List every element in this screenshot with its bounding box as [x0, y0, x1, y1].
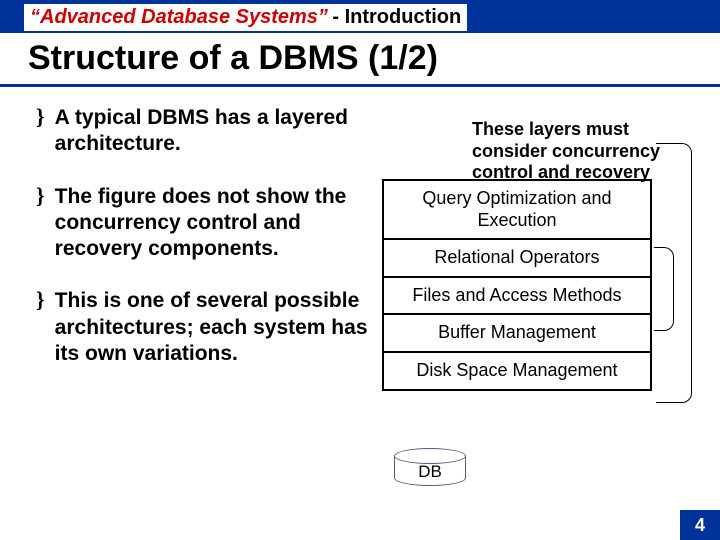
- list-item: } The figure does not show the concurren…: [36, 184, 370, 263]
- content-area: } A typical DBMS has a layered architect…: [0, 87, 720, 393]
- bullet-icon: }: [36, 184, 45, 263]
- db-label: DB: [394, 462, 466, 482]
- annotation-text: These layers must consider concurrency c…: [472, 119, 700, 184]
- list-item: } This is one of several possible archit…: [36, 288, 370, 367]
- bullet-list: } A typical DBMS has a layered architect…: [36, 105, 370, 393]
- layer-box: Files and Access Methods: [384, 278, 650, 316]
- layer-stack: Query Optimization and Execution Relatio…: [382, 179, 652, 391]
- bullet-icon: }: [36, 288, 45, 367]
- page-title: Structure of a DBMS (1/2): [28, 39, 720, 78]
- layer-box: Disk Space Management: [384, 353, 650, 389]
- layer-box: Relational Operators: [384, 240, 650, 278]
- diagram-area: These layers must consider concurrency c…: [382, 105, 700, 393]
- list-item: } A typical DBMS has a layered architect…: [36, 105, 370, 158]
- bullet-text: This is one of several possible architec…: [55, 288, 370, 367]
- main-title-wrap: Structure of a DBMS (1/2): [0, 33, 720, 87]
- bullet-text: A typical DBMS has a layered architectur…: [55, 105, 370, 158]
- header-title-wrap: “Advanced Database Systems” - Introducti…: [24, 4, 467, 31]
- header-bar: “Advanced Database Systems” - Introducti…: [0, 0, 720, 33]
- connector-line: [654, 247, 674, 331]
- bullet-icon: }: [36, 105, 45, 158]
- page-number: 4: [680, 510, 720, 540]
- db-cylinder: DB: [394, 456, 466, 488]
- layer-box: Buffer Management: [384, 315, 650, 353]
- layer-box: Query Optimization and Execution: [384, 181, 650, 240]
- course-title: “Advanced Database Systems”: [30, 6, 328, 28]
- section-label: - Introduction: [332, 6, 461, 28]
- bullet-text: The figure does not show the concurrency…: [55, 184, 370, 263]
